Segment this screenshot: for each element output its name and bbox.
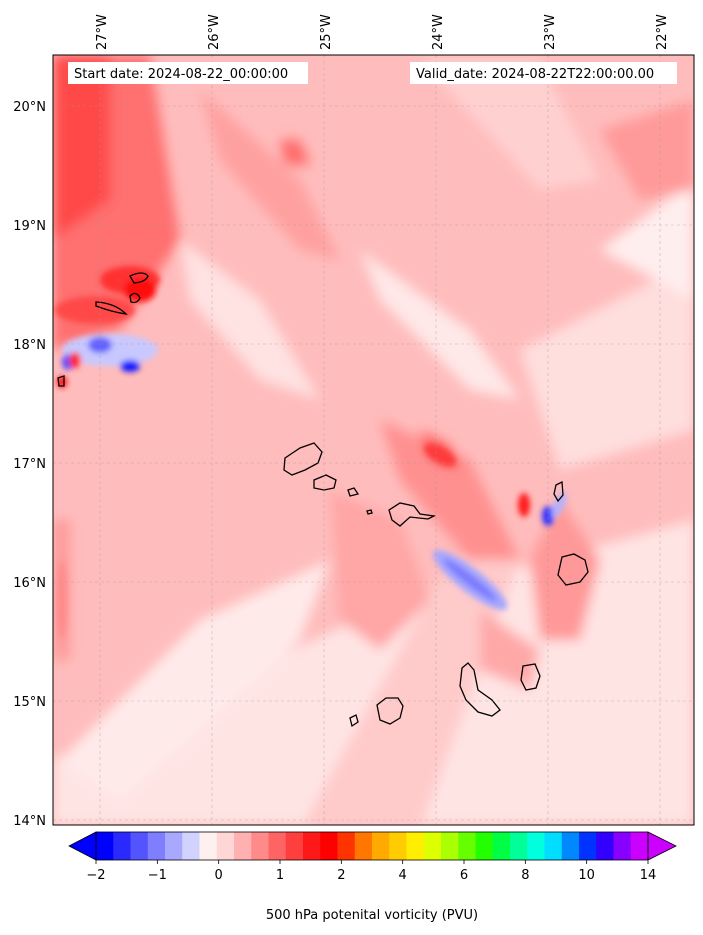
colorbar-tick-label: 14 — [640, 868, 657, 883]
colorbar-cell — [130, 832, 149, 860]
start-date-label: Start date: 2024-08-22_00:00:00 — [74, 67, 288, 82]
valid-date-box: Valid_date: 2024-08-22T22:00:00.00 — [410, 62, 677, 84]
colorbar-cell — [182, 832, 200, 860]
lat-tick-label: 19°N — [13, 219, 46, 234]
colorbar-tick-label: 4 — [399, 868, 407, 883]
lat-tick-label: 18°N — [13, 338, 46, 353]
lon-tick-label: 26°W — [207, 14, 222, 50]
colorbar-tick-label: 8 — [521, 868, 529, 883]
colorbar-cell — [389, 832, 407, 860]
colorbar-cell — [527, 832, 545, 860]
lon-tick-label: 24°W — [431, 14, 446, 50]
colorbar-cell — [251, 832, 269, 860]
potential-vorticity-field — [53, 55, 694, 825]
colorbar-cell — [423, 832, 442, 860]
colorbar-cell — [354, 832, 373, 860]
lat-tick-label: 16°N — [13, 576, 46, 591]
colorbar-tick-label: 0 — [215, 868, 223, 883]
colorbar-cell — [320, 832, 338, 860]
colorbar-cell — [199, 832, 218, 860]
lon-tick-label: 22°W — [655, 14, 670, 50]
colorbar-cell — [596, 832, 614, 860]
colorbar-cell — [96, 832, 114, 860]
colorbar-cell — [268, 832, 287, 860]
colorbar-cell — [147, 832, 166, 860]
colorbar-tick-label: 1 — [276, 868, 284, 883]
colorbar-cell — [510, 832, 528, 860]
colorbar-tick-label: −2 — [86, 868, 105, 883]
colorbar: −2 −1 0 1 2 4 6 8 10 14 500 hPa potenital vortici… — [68, 831, 677, 923]
lon-tick-label: 27°W — [95, 14, 110, 50]
lon-tick-label: 23°W — [543, 14, 558, 50]
colorbar-cell — [544, 832, 563, 860]
colorbar-cell — [613, 832, 632, 860]
colorbar-cell — [458, 832, 476, 860]
colorbar-cell — [441, 832, 459, 860]
colorbar-cell — [475, 832, 494, 860]
lat-tick-labels: 20°N 19°N 18°N 17°N 16°N 15°N 14°N — [13, 100, 46, 829]
lat-tick-label: 15°N — [13, 695, 46, 710]
colorbar-cell — [165, 832, 183, 860]
lat-tick-label: 17°N — [13, 457, 46, 472]
valid-date-label: Valid_date: 2024-08-22T22:00:00.00 — [416, 67, 654, 82]
colorbar-cell — [561, 832, 580, 860]
coastline — [57, 272, 589, 728]
colorbar-title: 500 hPa potenital vorticity (PVU) — [266, 908, 478, 923]
lat-tick-label: 14°N — [13, 814, 46, 829]
lon-tick-label: 25°W — [319, 14, 334, 50]
colorbar-cell — [285, 832, 304, 860]
colorbar-cell — [492, 832, 511, 860]
colorbar-cell — [630, 832, 649, 860]
colorbar-tick-label: 10 — [578, 868, 595, 883]
colorbar-tick-label: 2 — [337, 868, 345, 883]
colorbar-cell — [303, 832, 321, 860]
lat-tick-label: 20°N — [13, 100, 46, 115]
colorbar-cell — [113, 832, 131, 860]
colorbar-cell — [337, 832, 356, 860]
colorbar-max-arrow — [647, 831, 677, 861]
colorbar-cell — [579, 832, 597, 860]
colorbar-min-arrow — [68, 831, 97, 861]
colorbar-cell — [372, 832, 390, 860]
colorbar-tick-label: 6 — [460, 868, 468, 883]
start-date-box: Start date: 2024-08-22_00:00:00 — [68, 62, 308, 84]
lon-tick-labels: 27°W 26°W 25°W 24°W 23°W 22°W — [95, 14, 670, 50]
colorbar-cell — [216, 832, 235, 860]
colorbar-cell — [406, 832, 425, 860]
colorbar-tick-label: −1 — [148, 868, 167, 883]
colorbar-cell — [234, 832, 252, 860]
